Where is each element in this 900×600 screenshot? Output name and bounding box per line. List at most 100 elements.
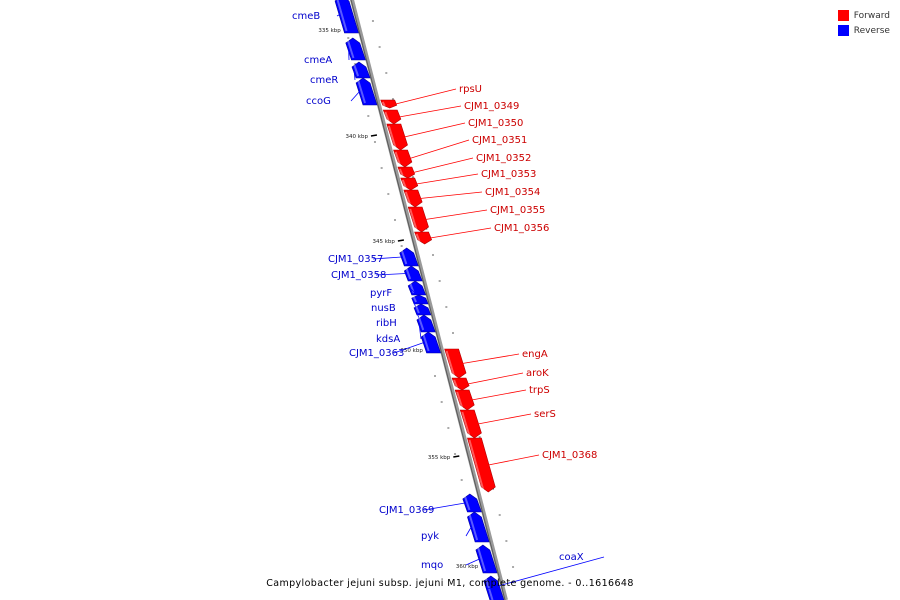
gene-cmeB-arrow (334, 0, 359, 34)
gene-highlight (415, 233, 421, 243)
gene-connector (353, 69, 356, 81)
gene-connector (395, 88, 457, 105)
gene-cmeA-arrow (345, 37, 366, 61)
gene-connector (487, 556, 605, 590)
forward-swatch (837, 10, 849, 21)
gene-label: aroK (526, 368, 549, 379)
gene-connector (477, 413, 532, 425)
gene-engA-arrow (444, 348, 467, 379)
gene-connector (336, 14, 340, 17)
gene-highlight (468, 439, 485, 491)
gene-label: pyrF (370, 288, 392, 299)
gene-highlight (400, 249, 408, 265)
gene-label: pyk (421, 531, 439, 542)
gene-highlight (409, 208, 418, 231)
gene-connector (409, 139, 470, 159)
gene-connector (471, 389, 527, 401)
gene-label: CJM1_0354 (485, 187, 540, 198)
gene-connector (425, 209, 488, 220)
gene-highlight (384, 111, 390, 123)
legend-reverse-label: Reverse (853, 25, 890, 36)
gene-CJM1_0356-arrow (414, 231, 433, 245)
gene-label: CJM1_0368 (542, 450, 597, 461)
gene-CJM1_0368-arrow (467, 437, 496, 493)
axis-tick-label: 335 kbp (318, 28, 341, 34)
gene-label: CJM1_0352 (476, 153, 531, 164)
gene-label: engA (522, 349, 548, 360)
gene-CJM1_0350-arrow (386, 123, 408, 151)
genome-axis (349, 0, 508, 600)
gene-label: cmeB (292, 11, 320, 22)
gene-connector (404, 122, 466, 138)
gene-highlight (468, 513, 479, 541)
gene-highlight (353, 63, 360, 77)
gene-CJM1_0352-arrow (397, 166, 416, 179)
gene-connector (399, 105, 462, 118)
gene-CJM1_0355-arrow (407, 206, 429, 233)
gene-label: kdsA (376, 334, 400, 345)
axis-major-tick (397, 239, 405, 242)
axis-major-tick (453, 455, 460, 458)
gene-label: CJM1_0357 (328, 254, 383, 265)
gene-label: CJM1_0349 (464, 101, 519, 112)
gene-connector (423, 502, 466, 511)
genome-axis-edge (350, 0, 506, 600)
gene-highlight (401, 179, 407, 189)
axis-major-tick (370, 134, 378, 137)
gene-label: CJM1_0369 (379, 505, 434, 516)
gene-label: cmeA (304, 55, 332, 66)
gene-highlight (387, 125, 397, 149)
gene-highlight (422, 333, 430, 352)
genome-caption: Campylobacter jejuni subsp. jejuni M1, c… (266, 578, 634, 589)
gene-CJM1_0363-arrow (420, 331, 442, 354)
gene-label: CJM1_0358 (331, 270, 386, 281)
axis-tick-label: 340 kbp (346, 134, 369, 140)
gene-connector (416, 173, 479, 185)
gene-highlight (456, 391, 464, 409)
gene-connector (488, 454, 540, 466)
gene-connector (393, 342, 425, 354)
gene-connector (372, 256, 403, 260)
gene-coaX-arrow (483, 575, 505, 600)
gene-label: rpsU (459, 84, 482, 95)
gene-label: CJM1_0350 (468, 118, 523, 129)
gene-CJM1_0353-arrow (400, 177, 419, 191)
gene-label: CJM1_0356 (494, 223, 549, 234)
gene-label: CJM1_0351 (472, 135, 527, 146)
gene-highlight (463, 495, 471, 511)
gene-highlight (398, 168, 404, 177)
gene-ccoG-arrow (355, 77, 378, 106)
gene-connector (375, 273, 407, 276)
reverse-swatch (837, 25, 849, 36)
gene-highlight (394, 151, 401, 166)
gene-serS-arrow (459, 409, 482, 439)
gene-highlight (381, 101, 386, 107)
gene-label: ribH (376, 318, 397, 329)
gene-label: cmeR (310, 75, 338, 86)
gene-highlight (346, 39, 355, 59)
gene-mqo-arrow (475, 544, 498, 574)
legend-forward: Forward (837, 8, 890, 23)
gene-label: coaX (559, 552, 584, 563)
gene-highlight (412, 296, 417, 303)
gene-label: serS (534, 409, 556, 420)
gene-highlight (357, 79, 366, 104)
gene-connector (409, 287, 416, 294)
gene-highlight (453, 379, 459, 389)
gene-highlight (484, 577, 494, 600)
axis-tick-label: 350 kbp (400, 348, 423, 354)
gene-highlight (461, 411, 471, 437)
gene-highlight (404, 191, 412, 206)
gene-label: CJM1_0355 (490, 205, 545, 216)
gene-connector (350, 91, 360, 102)
gene-connector (462, 353, 520, 364)
gene-connector (465, 526, 472, 537)
gene-label: ccoG (306, 96, 331, 107)
gene-connector (430, 227, 492, 239)
gene-connector (465, 558, 480, 566)
gene-connector (412, 299, 417, 309)
gene-CJM1_0349-arrow (382, 109, 402, 125)
axis-tick-label: 360 kbp (456, 564, 479, 570)
gene-label: trpS (529, 385, 550, 396)
